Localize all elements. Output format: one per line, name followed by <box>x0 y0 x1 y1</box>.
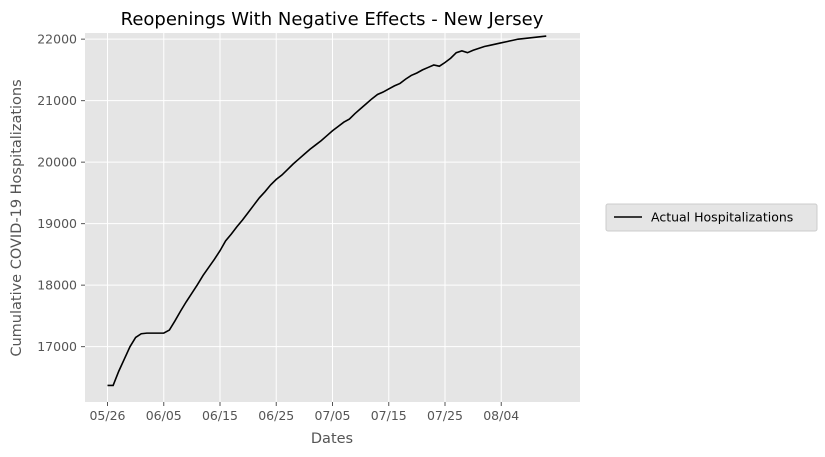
x-tick-label: 05/26 <box>89 408 125 423</box>
chart-title: Reopenings With Negative Effects - New J… <box>121 9 544 30</box>
legend: Actual Hospitalizations <box>605 203 818 232</box>
y-tick-label: 21000 <box>37 93 77 108</box>
legend-entry-actual-hospitalizations: Actual Hospitalizations <box>651 210 793 225</box>
axis-ticks: 05/26 06/05 06/15 06/25 07/05 07/15 07/25 08/04… <box>37 32 519 423</box>
y-tick-label: 17000 <box>37 339 77 354</box>
x-axis-label: Dates <box>311 431 353 447</box>
x-tick-label: 06/25 <box>258 408 294 423</box>
y-tick-label: 18000 <box>37 278 77 293</box>
grid <box>85 33 580 402</box>
x-tick-label: 06/15 <box>202 408 238 423</box>
series-line-actual-hospitalizations <box>107 35 547 387</box>
x-tick-label: 08/04 <box>483 408 519 423</box>
x-tick-label: 07/05 <box>314 408 350 423</box>
y-tick-label: 20000 <box>37 155 77 170</box>
x-tick-label: 06/05 <box>146 408 182 423</box>
y-tick-label: 19000 <box>37 216 77 231</box>
legend-box <box>605 203 818 232</box>
x-tick-label: 07/15 <box>371 408 407 423</box>
x-tick-label: 07/25 <box>427 408 463 423</box>
y-tick-label: 22000 <box>37 32 77 47</box>
y-axis-label: Cumulative COVID-19 Hospitalizations <box>9 79 25 356</box>
